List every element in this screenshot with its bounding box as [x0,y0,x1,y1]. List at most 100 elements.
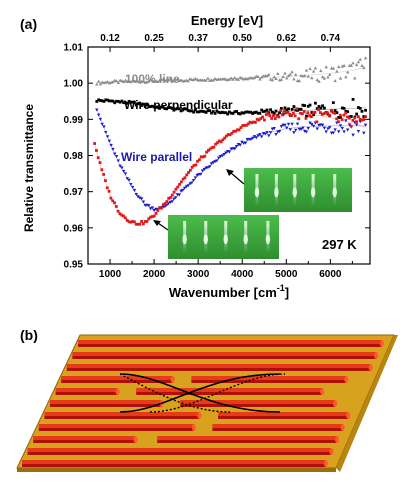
data-point [102,99,106,103]
data-point [138,196,142,200]
data-point [347,116,351,120]
data-point [127,79,131,83]
x-tick-label: 6000 [319,269,342,280]
data-point [254,136,258,140]
data-point [260,108,264,112]
plot-frame [87,46,371,265]
data-point [193,76,198,80]
panel-a-label: (a) [20,16,37,32]
rheed-spot [254,187,260,198]
data-point [120,166,124,170]
data-point [293,114,297,118]
data-point [122,214,125,218]
rheed-spot [243,234,248,245]
data-point [222,111,226,115]
data-point [183,176,187,180]
data-point [333,111,337,115]
data-point [109,196,113,200]
x-tick-label: 4000 [231,269,254,280]
data-point [192,164,196,167]
data-point [141,200,146,204]
data-point [295,122,300,126]
data-point [206,76,210,80]
data-point [346,115,349,119]
data-point [310,76,314,80]
data-point [127,178,131,182]
data-point [232,129,236,133]
data-point [311,124,316,128]
data-point [211,78,215,82]
wire-front [136,391,323,395]
data-point [268,131,273,135]
data-point [351,97,355,101]
data-point [263,109,267,113]
data-point [231,112,235,115]
data-point [271,110,274,114]
data-point [244,110,247,114]
data-point [342,130,346,134]
wire-end [346,412,351,419]
data-point [141,79,146,83]
data-point [104,98,108,102]
data-point [134,79,138,83]
data-point [104,130,108,135]
data-point [322,106,326,110]
data-point [136,79,140,83]
rheed-inset-small [168,215,279,259]
data-point [118,212,122,216]
data-point [308,66,312,71]
data-point [204,110,208,114]
data-point [97,98,101,102]
y-tick-label: 0.97 [64,187,84,198]
data-point [268,114,272,118]
data-point [227,150,232,154]
data-point [181,188,185,192]
data-point [116,99,120,103]
y-tick-label: 0.96 [64,223,84,234]
wire-end [340,424,345,431]
data-point [337,120,340,124]
data-point [228,110,231,114]
data-point [197,158,201,162]
data-point [284,111,288,115]
data-point [238,143,242,147]
data-point [113,152,117,156]
y-tick-label: 0.95 [64,260,84,271]
data-point [216,156,221,160]
data-point [302,74,307,78]
data-point [340,106,344,110]
data-point [174,187,178,191]
data-point [228,133,232,137]
data-point [272,75,276,79]
data-point [172,79,176,83]
data-point [183,107,187,111]
data-point [304,130,309,134]
data-point [314,101,317,105]
data-point [252,135,257,139]
data-point [251,112,255,115]
data-point [302,110,306,113]
data-point [206,109,210,112]
wire-top [180,400,336,404]
data-point [152,214,156,218]
top-tick-label: 0.37 [188,33,208,44]
data-point [177,193,181,197]
data-point [278,111,281,115]
wire-end [333,400,338,407]
data-point [363,123,368,127]
data-point [274,109,278,113]
wire-front [157,439,337,443]
data-point [257,118,261,122]
data-point [174,107,178,111]
data-point [312,113,316,117]
data-point [247,110,251,114]
data-point [236,112,240,115]
data-point [127,99,131,103]
data-point [326,127,330,131]
data-point [188,182,192,186]
data-point [210,146,214,149]
data-point [201,155,205,159]
wire-top [38,424,194,428]
data-point [177,107,181,111]
data-point [173,196,178,200]
